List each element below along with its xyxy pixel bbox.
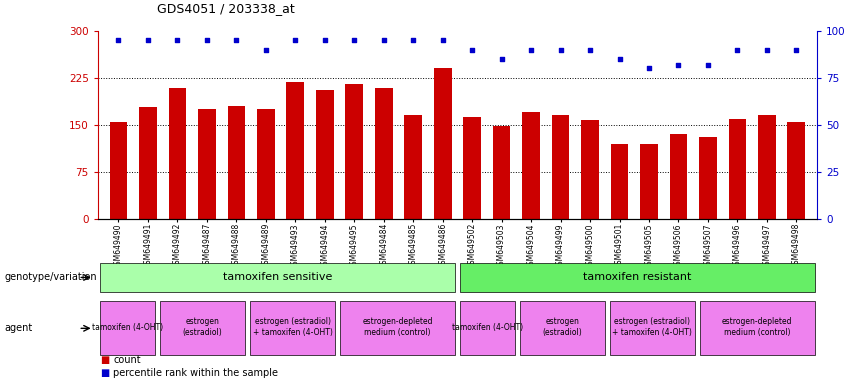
Text: tamoxifen (4-OHT): tamoxifen (4-OHT) (452, 323, 523, 332)
Point (230, 37, 243, 43)
Bar (758, 115, 776, 219)
Point (583, 46, 597, 53)
Bar (404, 115, 422, 219)
Bar (287, 82, 304, 219)
Text: ■: ■ (100, 355, 110, 365)
Bar (460, 301, 515, 356)
Bar (551, 115, 569, 219)
Point (141, 37, 155, 43)
Point (730, 46, 744, 53)
Point (318, 37, 332, 43)
Text: tamoxifen sensitive: tamoxifen sensitive (223, 272, 333, 282)
Point (347, 37, 361, 43)
Text: estrogen-depleted
medium (control): estrogen-depleted medium (control) (722, 318, 792, 337)
Point (554, 46, 568, 53)
Point (171, 37, 185, 43)
Point (465, 46, 479, 53)
Bar (434, 68, 452, 219)
Bar (609, 301, 694, 356)
Bar (493, 126, 511, 219)
Point (494, 56, 508, 62)
Point (111, 37, 125, 43)
Bar (728, 119, 746, 219)
Bar (640, 144, 658, 219)
Text: estrogen
(estradiol): estrogen (estradiol) (542, 318, 582, 337)
Bar (257, 109, 275, 219)
Point (643, 65, 656, 71)
Text: count: count (113, 355, 140, 365)
Point (790, 46, 803, 53)
Point (288, 37, 302, 43)
Bar (463, 117, 481, 219)
Point (407, 37, 420, 43)
Bar (700, 301, 814, 356)
Bar (340, 301, 455, 356)
Text: agent: agent (4, 323, 32, 333)
Text: ■: ■ (100, 368, 110, 378)
Bar (581, 120, 599, 219)
Bar (346, 84, 363, 219)
Bar (100, 263, 455, 292)
Bar (523, 112, 540, 219)
Bar (699, 137, 717, 219)
Bar (460, 263, 814, 292)
Point (671, 61, 685, 68)
Bar (100, 301, 156, 356)
Text: estrogen
(estradiol): estrogen (estradiol) (183, 318, 223, 337)
Bar (375, 88, 392, 219)
Point (613, 56, 626, 62)
Point (436, 37, 449, 43)
Text: estrogen-depleted
medium (control): estrogen-depleted medium (control) (363, 318, 433, 337)
Text: estrogen (estradiol)
+ tamoxifen (4-OHT): estrogen (estradiol) + tamoxifen (4-OHT) (253, 318, 333, 337)
Bar (316, 90, 334, 219)
Point (701, 61, 715, 68)
Point (760, 46, 774, 53)
Bar (787, 122, 805, 219)
Point (524, 46, 538, 53)
Bar (520, 301, 605, 356)
Point (377, 37, 391, 43)
Text: tamoxifen resistant: tamoxifen resistant (583, 272, 691, 282)
Text: percentile rank within the sample: percentile rank within the sample (113, 368, 278, 378)
Bar (250, 301, 335, 356)
Text: tamoxifen (4-OHT): tamoxifen (4-OHT) (92, 323, 163, 332)
Text: estrogen (estradiol)
+ tamoxifen (4-OHT): estrogen (estradiol) + tamoxifen (4-OHT) (612, 318, 692, 337)
Bar (198, 109, 216, 219)
Point (200, 37, 214, 43)
Point (259, 46, 272, 53)
Bar (670, 134, 688, 219)
Bar (139, 107, 157, 219)
Bar (160, 301, 245, 356)
Bar (110, 122, 128, 219)
Bar (611, 144, 628, 219)
Bar (227, 106, 245, 219)
Text: GDS4051 / 203338_at: GDS4051 / 203338_at (157, 2, 295, 15)
Text: genotype/variation: genotype/variation (4, 272, 97, 283)
Bar (168, 88, 186, 219)
